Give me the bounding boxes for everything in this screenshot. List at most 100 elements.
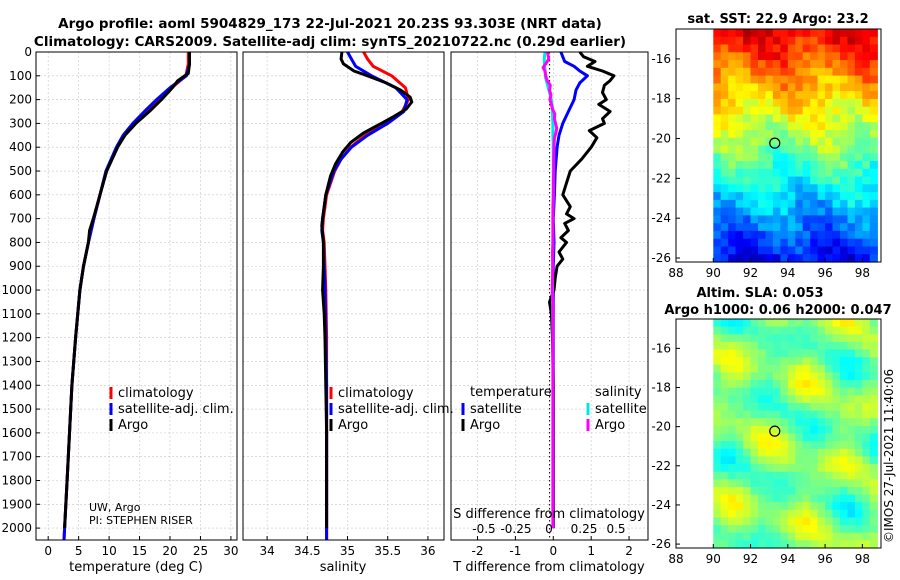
map-cell [758,44,767,53]
map-cell [758,540,767,549]
map-cell [713,114,722,123]
map-cell [780,464,789,473]
map-cell [840,137,849,147]
x-tick-label: 20 [162,544,177,558]
map-cell [847,486,856,496]
map-cell [728,36,737,46]
map-cell [758,349,767,358]
map-cell [765,418,774,427]
map-cell [720,83,729,92]
temperature-x-label: temperature (deg C) [69,560,203,575]
map-cell [720,44,729,53]
map-cell [810,540,819,549]
map-cell [847,246,856,255]
map-cell [765,106,774,116]
map-cell [758,403,767,412]
map-cell [847,130,856,139]
map-cell [847,238,856,248]
map-cell [862,114,871,123]
map-cell [780,130,789,139]
map-cell [758,456,767,465]
map-cell [825,199,834,209]
map-cell [847,502,856,511]
map-cell [795,230,804,240]
map-cell [787,161,796,170]
map-cell [787,91,796,100]
map-cell [780,410,789,419]
map-cell [728,380,737,389]
map-cell [817,192,826,201]
map-cell [854,114,863,123]
x-tick-label: 5 [75,544,83,558]
map-cell [735,349,744,358]
map-cell [758,525,767,534]
map-cell [787,52,796,61]
map-cell [720,168,729,178]
map-cell [713,29,722,38]
map-cell [847,395,856,404]
map-cell [772,525,781,534]
map-cell [832,349,841,358]
map-cell [840,60,849,69]
map-cell [758,372,767,381]
map-cell [787,246,796,255]
map-cell [817,471,826,480]
map-cell [720,418,729,427]
map-cell [802,525,811,534]
map-cell [735,410,744,419]
map-cell [765,114,774,123]
map-cell [735,464,744,473]
map-cell [832,540,841,549]
map-cell [713,433,722,442]
map-cell [765,509,774,518]
map-cell [817,364,826,373]
lat-tick-label: -20 [651,420,671,434]
map-cell [817,540,826,549]
map-cell [728,509,737,518]
map-cell [780,153,789,162]
map-cell [720,433,729,442]
map-cell [735,387,744,396]
map-cell [787,145,796,154]
map-cell [728,334,737,343]
map-cell [787,223,796,232]
legend-label-satellite-adj: satellite-adj. clim. [338,402,454,417]
map-cell [847,83,856,92]
map-cell [854,403,863,412]
map-cell [802,238,811,248]
map-cell [780,433,789,442]
map-cell [795,486,804,496]
lon-tick-label: 98 [855,266,870,280]
map-cell [795,403,804,412]
map-cell [802,67,811,77]
lat-tick-label: -24 [651,498,671,512]
map-cell [810,357,819,366]
map-cell [817,215,826,224]
map-cell [728,153,737,162]
map-cell [735,29,744,38]
map-cell [780,238,789,248]
map-cell [840,479,849,488]
map-cell [869,425,878,435]
x-tick-label: 0 [549,544,557,558]
map-cell [743,44,752,53]
map-cell [743,230,752,240]
map-cell [772,372,781,381]
map-cell [825,161,834,170]
map-cell [869,509,878,518]
map-cell [810,83,819,92]
x-tick-label: 34 [259,544,274,558]
map-cell [862,494,871,503]
map-cell [832,334,841,343]
map-cell [720,67,729,77]
map-cell [787,395,796,404]
map-cell [802,319,811,328]
difference-axes-frame [450,51,649,541]
map-cell [713,464,722,473]
map-cell [854,441,863,450]
map-cell [817,137,826,147]
map-cell [810,486,819,496]
map-cell [847,349,856,358]
map-cell [743,83,752,92]
map-cell [825,238,834,248]
